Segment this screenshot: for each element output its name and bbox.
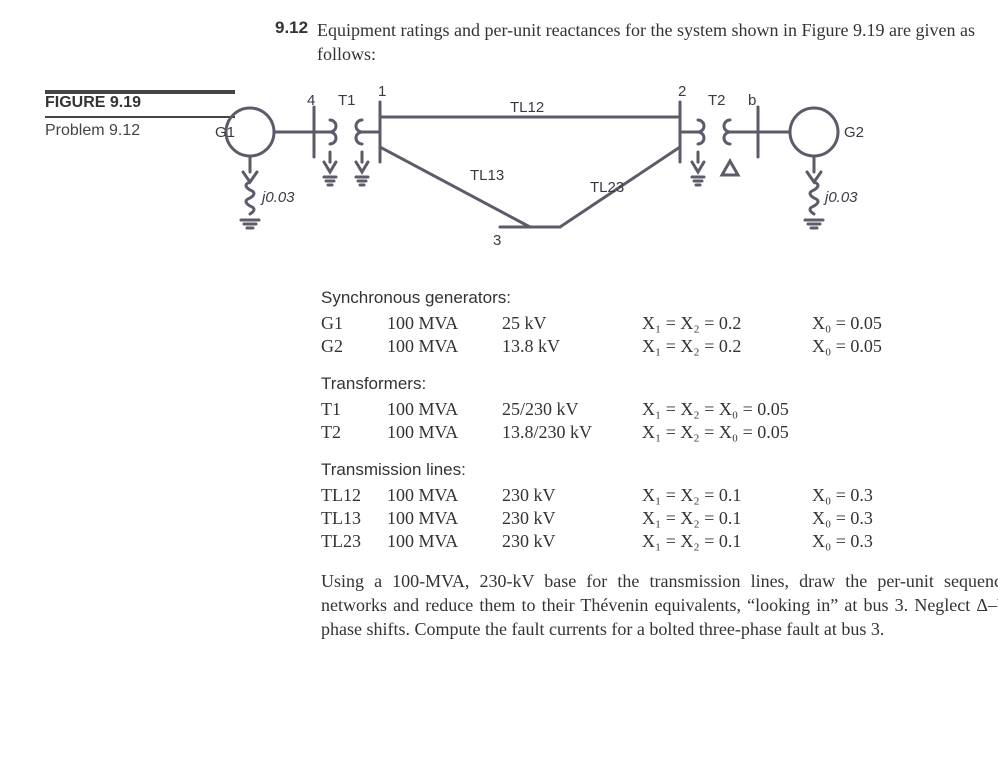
gen-kv: 13.8 kV bbox=[502, 335, 642, 358]
line-label: TL13 bbox=[321, 507, 387, 530]
gen-label: G1 bbox=[321, 312, 387, 335]
lines-heading: Transmission lines: bbox=[321, 460, 998, 480]
problem-statement: 9.12 Equipment ratings and per-unit reac… bbox=[275, 18, 998, 67]
xfmr-mva: 100 MVA bbox=[387, 421, 502, 444]
transformers-heading: Transformers: bbox=[321, 374, 998, 394]
label-g2: G2 bbox=[844, 124, 864, 141]
line-label: TL23 bbox=[321, 530, 387, 553]
table-row: TL23 100 MVA 230 kV X₁ = X₂ = 0.1 X₀ = 0… bbox=[321, 530, 883, 553]
problem-number: 9.12 bbox=[275, 18, 317, 38]
table-row: TL12 100 MVA 230 kV X₁ = X₂ = 0.1 X₀ = 0… bbox=[321, 484, 883, 507]
label-xg1: j0.03 bbox=[260, 189, 295, 206]
gen-eq1: X₁ = X₂ = 0.2 bbox=[642, 335, 812, 358]
line-eq1: X₁ = X₂ = 0.1 bbox=[642, 507, 812, 530]
diagram-labels: G1 G2 T1 T2 b TL12 TL13 TL23 1 2 3 4 j0.… bbox=[215, 83, 864, 249]
gen-eq1: X₁ = X₂ = 0.2 bbox=[642, 312, 812, 335]
problem-page: FIGURE 9.19 Problem 9.12 9.12 Equipment … bbox=[0, 0, 998, 759]
xfmr-mva: 100 MVA bbox=[387, 398, 502, 421]
xfmr-eq1: X₁ = X₂ = X₀ = 0.05 bbox=[642, 421, 812, 444]
xfmr-label: T2 bbox=[321, 421, 387, 444]
line-eq1: X₁ = X₂ = 0.1 bbox=[642, 530, 812, 553]
line-kv: 230 kV bbox=[502, 484, 642, 507]
line-mva: 100 MVA bbox=[387, 484, 502, 507]
table-row: G2 100 MVA 13.8 kV X₁ = X₂ = 0.2 X₀ = 0.… bbox=[321, 335, 892, 358]
gen-eq2: X₀ = 0.05 bbox=[812, 335, 892, 358]
gen-kv: 25 kV bbox=[502, 312, 642, 335]
table-row: T2 100 MVA 13.8/230 kV X₁ = X₂ = X₀ = 0.… bbox=[321, 421, 812, 444]
label-b: b bbox=[748, 92, 756, 109]
label-g1: G1 bbox=[215, 124, 235, 141]
problem-text: Equipment ratings and per-unit reactance… bbox=[317, 18, 998, 67]
label-xg2: j0.03 bbox=[823, 189, 858, 206]
line-kv: 230 kV bbox=[502, 507, 642, 530]
gen-mva: 100 MVA bbox=[387, 335, 502, 358]
generators-table: G1 100 MVA 25 kV X₁ = X₂ = 0.2 X₀ = 0.05… bbox=[321, 312, 892, 358]
label-tl13: TL13 bbox=[470, 167, 504, 184]
line-label: TL12 bbox=[321, 484, 387, 507]
line-kv: 230 kV bbox=[502, 530, 642, 553]
gen-mva: 100 MVA bbox=[387, 312, 502, 335]
single-line-diagram: G1 G2 T1 T2 b TL12 TL13 TL23 1 2 3 4 j0.… bbox=[210, 77, 998, 272]
transformers-table: T1 100 MVA 25/230 kV X₁ = X₂ = X₀ = 0.05… bbox=[321, 398, 812, 444]
top-row: FIGURE 9.19 Problem 9.12 9.12 Equipment … bbox=[45, 18, 968, 641]
line-eq1: X₁ = X₂ = 0.1 bbox=[642, 484, 812, 507]
line-mva: 100 MVA bbox=[387, 530, 502, 553]
label-t1: T1 bbox=[338, 92, 356, 109]
diagram-svg: G1 G2 T1 T2 b TL12 TL13 TL23 1 2 3 4 j0.… bbox=[210, 77, 998, 267]
problem-body: 9.12 Equipment ratings and per-unit reac… bbox=[245, 18, 998, 641]
line-eq2: X₀ = 0.3 bbox=[812, 507, 883, 530]
xfmr-label: T1 bbox=[321, 398, 387, 421]
line-mva: 100 MVA bbox=[387, 507, 502, 530]
label-bus3: 3 bbox=[493, 232, 501, 249]
label-tl12: TL12 bbox=[510, 99, 544, 116]
gen-label: G2 bbox=[321, 335, 387, 358]
label-bus2: 2 bbox=[678, 83, 686, 100]
label-t2: T2 bbox=[708, 92, 726, 109]
figure-title: FIGURE 9.19 bbox=[45, 92, 235, 116]
xfmr-kv: 25/230 kV bbox=[502, 398, 642, 421]
xfmr-kv: 13.8/230 kV bbox=[502, 421, 642, 444]
line-eq2: X₀ = 0.3 bbox=[812, 530, 883, 553]
ratings-tables: Synchronous generators: G1 100 MVA 25 kV… bbox=[321, 288, 998, 553]
xfmr-eq1: X₁ = X₂ = X₀ = 0.05 bbox=[642, 398, 812, 421]
label-bus4: 4 bbox=[307, 92, 315, 109]
table-row: TL13 100 MVA 230 kV X₁ = X₂ = 0.1 X₀ = 0… bbox=[321, 507, 883, 530]
lines-table: TL12 100 MVA 230 kV X₁ = X₂ = 0.1 X₀ = 0… bbox=[321, 484, 883, 553]
line-eq2: X₀ = 0.3 bbox=[812, 484, 883, 507]
gen-eq2: X₀ = 0.05 bbox=[812, 312, 892, 335]
label-tl23: TL23 bbox=[590, 179, 624, 196]
generators-heading: Synchronous generators: bbox=[321, 288, 998, 308]
figure-subtitle: Problem 9.12 bbox=[45, 118, 235, 140]
table-row: G1 100 MVA 25 kV X₁ = X₂ = 0.2 X₀ = 0.05 bbox=[321, 312, 892, 335]
closing-paragraph: Using a 100-MVA, 230-kV base for the tra… bbox=[321, 569, 998, 642]
table-row: T1 100 MVA 25/230 kV X₁ = X₂ = X₀ = 0.05 bbox=[321, 398, 812, 421]
label-bus1: 1 bbox=[378, 83, 386, 100]
